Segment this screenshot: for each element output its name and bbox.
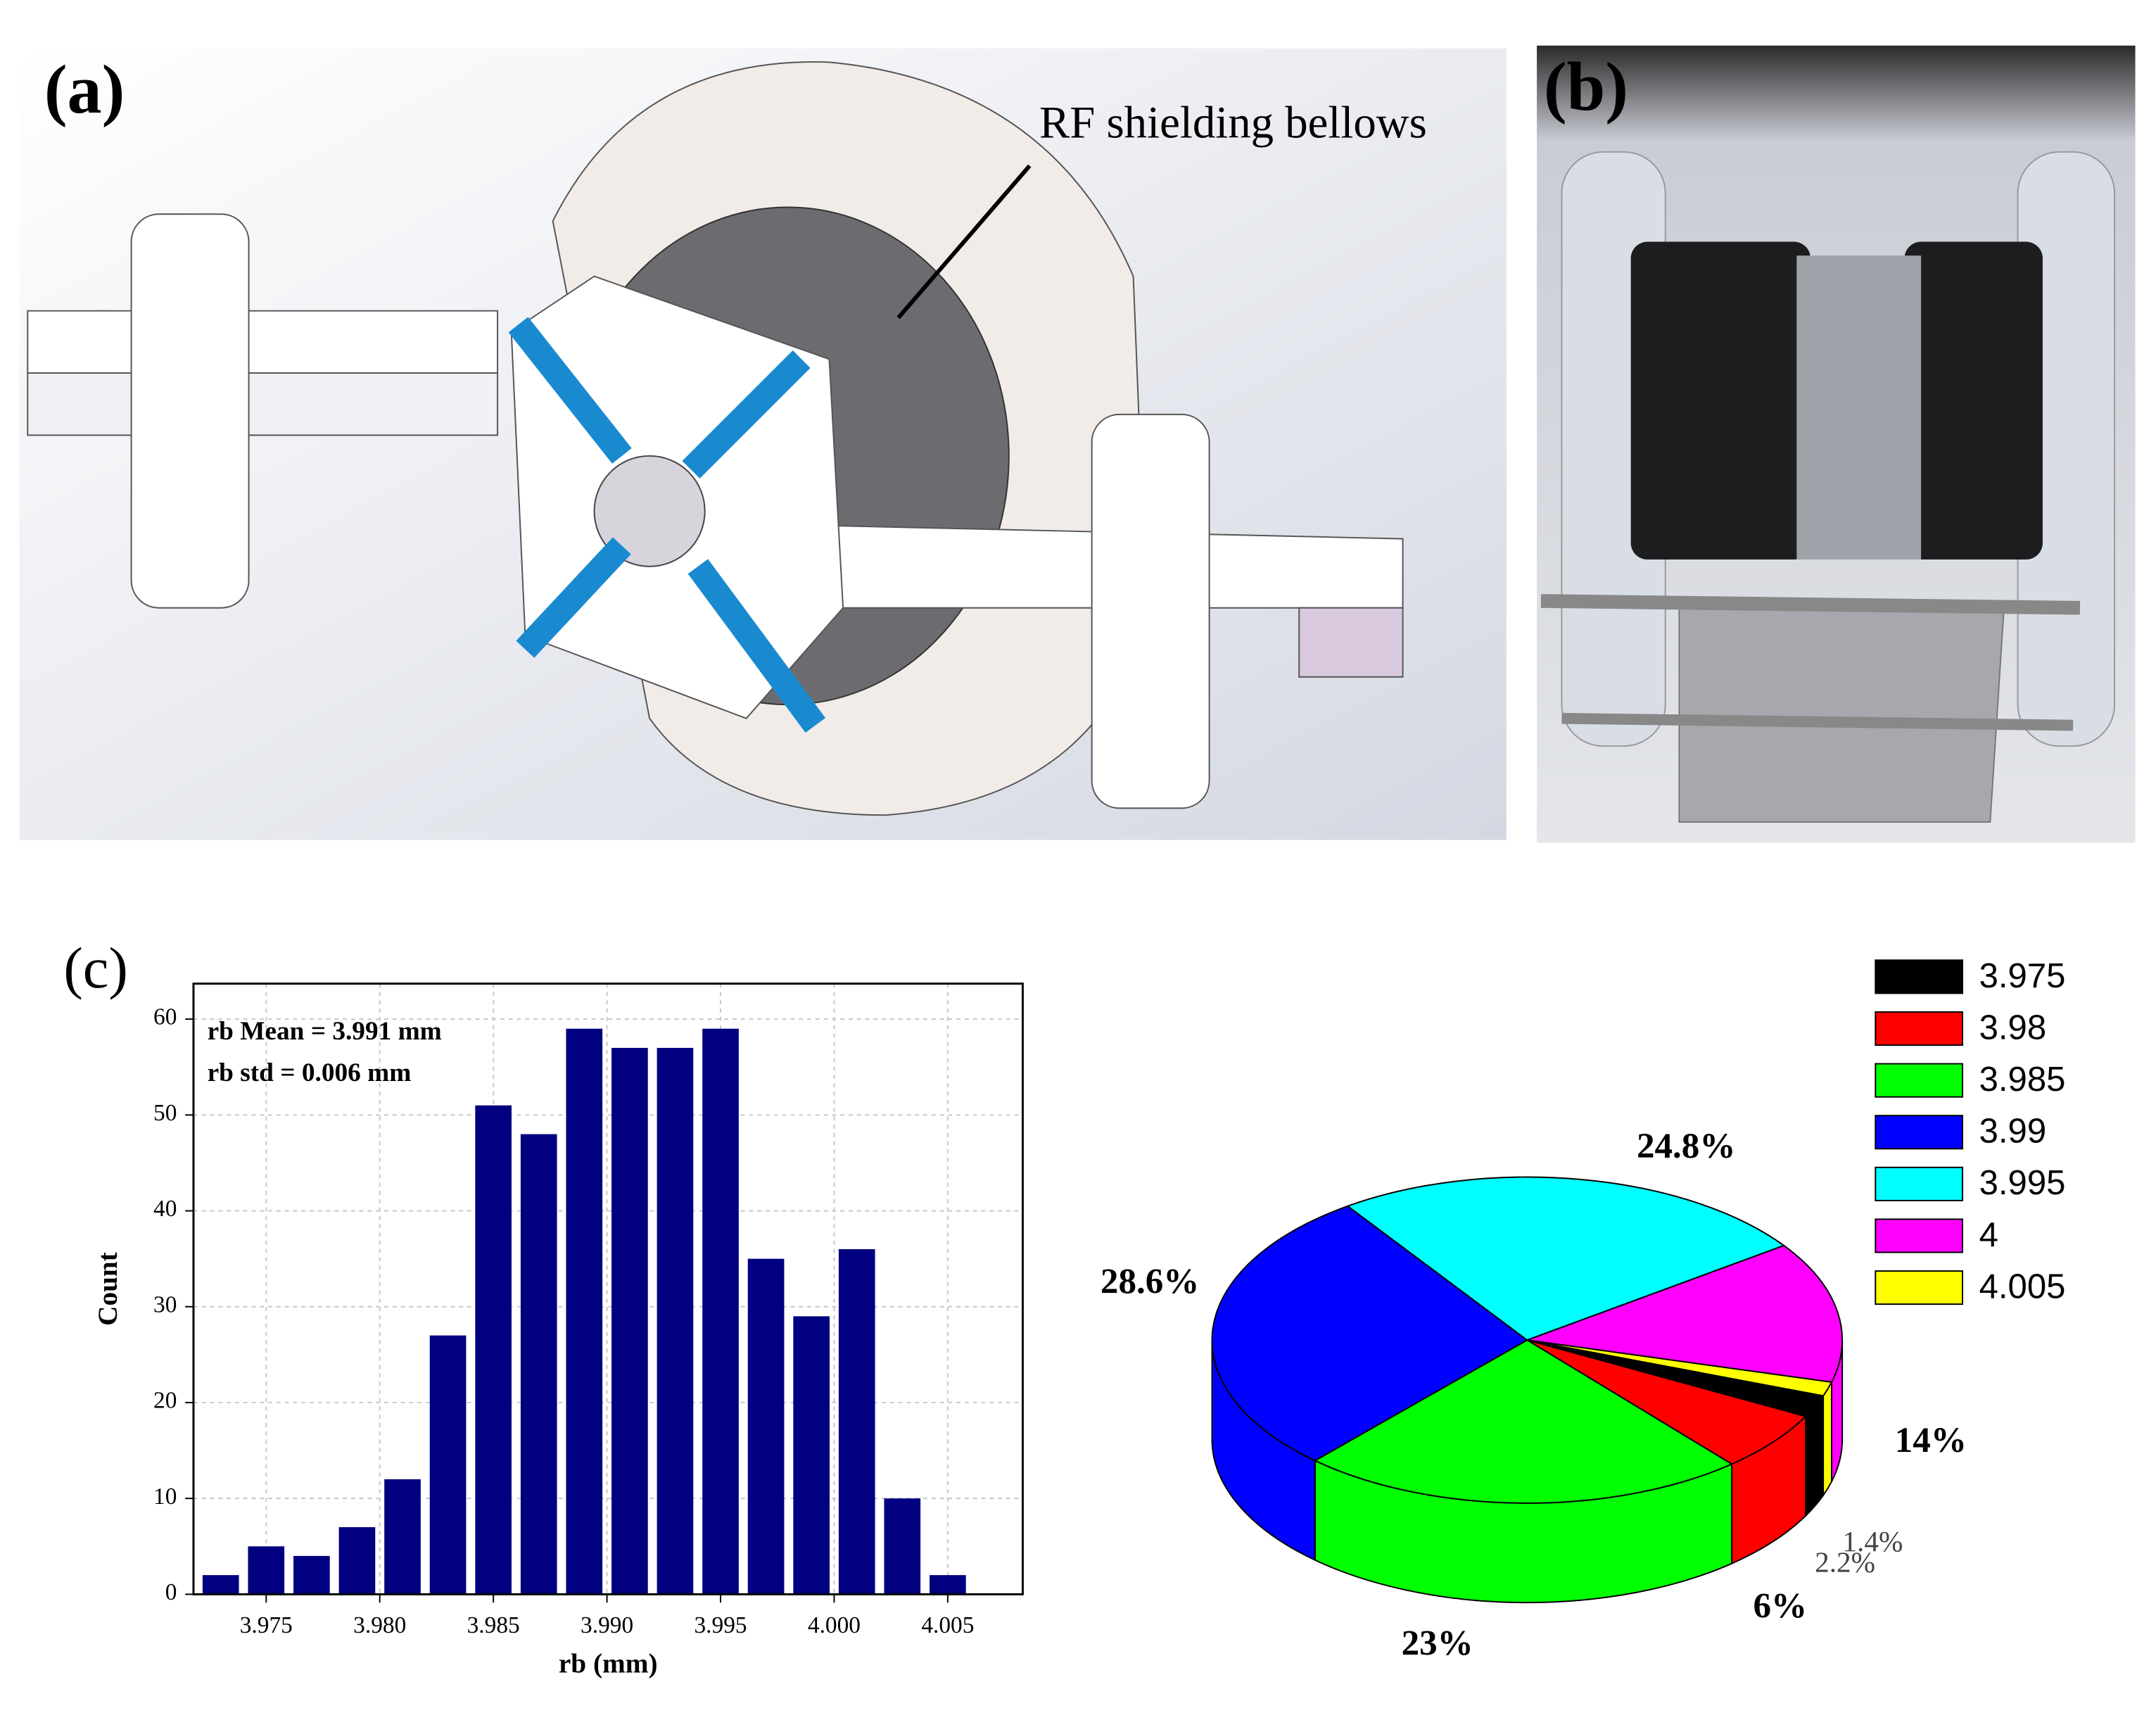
bar: [429, 1335, 467, 1595]
legend-swatch: [1875, 959, 1964, 994]
legend-label: 3.975: [1979, 957, 2066, 995]
y-axis-label: Count: [93, 1252, 123, 1326]
x-axis-label: rb (mm): [559, 1648, 658, 1678]
bar: [384, 1479, 421, 1595]
annotation: rb Mean = 3.991 mm: [208, 1017, 442, 1046]
electrode: [508, 317, 632, 464]
pie-slice: [1313, 1339, 1734, 1504]
plot-frame: [192, 982, 1024, 1595]
electrode: [687, 559, 826, 733]
legend-label: 4.005: [1979, 1268, 2066, 1306]
electrodes: [508, 317, 826, 733]
bar: [293, 1555, 330, 1595]
bar: [338, 1527, 376, 1595]
y-tick-label: 0: [165, 1579, 177, 1605]
bar: [520, 1134, 557, 1595]
y-tick-label: 20: [153, 1388, 177, 1414]
bracket-right: [1091, 413, 1210, 809]
pie-slice: [1211, 1205, 1529, 1462]
pie-chart: 2.2%6% 23% 28.6% 24.8% 14% 1.4%: [1101, 1127, 1967, 1664]
bar: [793, 1316, 830, 1595]
legend-swatch: [1875, 1218, 1964, 1253]
legend: 3.975 3.98 3.985 3.99 3.995 4 4.005: [1875, 957, 2066, 1306]
arm-left: [27, 310, 499, 374]
x-tick-label: 3.990: [581, 1612, 633, 1638]
data-label: 28.6%: [1101, 1262, 1199, 1301]
data-label: 6%: [1753, 1587, 1807, 1626]
arm-left-side: [27, 372, 499, 436]
arm-right-side: [1298, 607, 1404, 678]
rod: [1561, 712, 2074, 731]
x-tick-label: 3.985: [467, 1612, 520, 1638]
pie-slice: [1527, 1339, 1833, 1397]
pie-slice: [1526, 1339, 1807, 1465]
bar: [611, 1047, 648, 1595]
pie-slice: [1346, 1176, 1786, 1341]
legend-swatch: [1875, 1011, 1964, 1046]
x-tick-label: 3.980: [353, 1612, 406, 1638]
bracket-left: [130, 213, 250, 609]
data-label: 2.2%: [1815, 1546, 1875, 1579]
bar: [884, 1498, 921, 1595]
bellows-left: [1630, 241, 1811, 560]
x-tick-label: 3.995: [694, 1612, 747, 1638]
bar: [566, 1028, 603, 1595]
y-tick-label: 60: [153, 1004, 177, 1030]
legend-label: 3.995: [1979, 1164, 2066, 1202]
panel-label: (a): [44, 52, 125, 128]
legend-label: 3.98: [1979, 1008, 2047, 1046]
panel-b: (b): [1537, 45, 2136, 843]
bar: [202, 1575, 239, 1595]
annotation: RF shielding bellows: [1039, 97, 1427, 148]
panel-label: (b): [1544, 49, 1628, 125]
x-tick-label: 4.005: [921, 1612, 974, 1638]
panel-label: (c): [63, 936, 128, 1000]
beam-pipe: [593, 455, 706, 567]
legend-label: 3.985: [1979, 1061, 2066, 1099]
pie-slice: [1526, 1244, 1844, 1384]
x-tick-label: 4.000: [808, 1612, 861, 1638]
legend-swatch: [1875, 1063, 1964, 1098]
data-label: 14%: [1895, 1421, 1967, 1460]
data-label: 1.4%: [1842, 1525, 1903, 1557]
legend-swatch: [1875, 1270, 1964, 1305]
y-tick-label: 30: [153, 1291, 177, 1317]
electrode: [682, 350, 811, 479]
bellows-right: [1904, 241, 2043, 560]
y-tick-label: 40: [153, 1196, 177, 1222]
legend-swatch: [1875, 1166, 1964, 1201]
y-tick-label: 10: [153, 1484, 177, 1510]
electrode: [516, 537, 631, 658]
pie-side: [1822, 1381, 1832, 1498]
y-tick-label: 50: [153, 1100, 177, 1126]
annotation: rb std = 0.006 mm: [208, 1058, 412, 1087]
histogram: 0 10 20 30 40 50 60 3.975 3.980 3.985 3.990 3.995 4.…: [93, 982, 1024, 1678]
rod: [1540, 594, 2081, 615]
bar: [248, 1546, 285, 1595]
base-plate: [1678, 607, 2005, 823]
data-label: 24.8%: [1637, 1127, 1735, 1166]
legend-label: 3.99: [1979, 1113, 2047, 1151]
bar: [657, 1047, 694, 1595]
panel-a: (a) RF shielding bellows: [19, 48, 1507, 840]
bar: [475, 1105, 512, 1595]
bar: [747, 1258, 785, 1595]
data-label: 23%: [1402, 1624, 1473, 1664]
x-tick-label: 3.975: [240, 1612, 293, 1638]
legend-swatch: [1875, 1115, 1964, 1150]
bar: [838, 1248, 875, 1595]
legend-label: 4: [1979, 1216, 1998, 1254]
bar: [702, 1028, 739, 1595]
bar: [930, 1575, 966, 1595]
center-block: [1796, 255, 1922, 560]
annotation-arrow: [896, 164, 1032, 320]
